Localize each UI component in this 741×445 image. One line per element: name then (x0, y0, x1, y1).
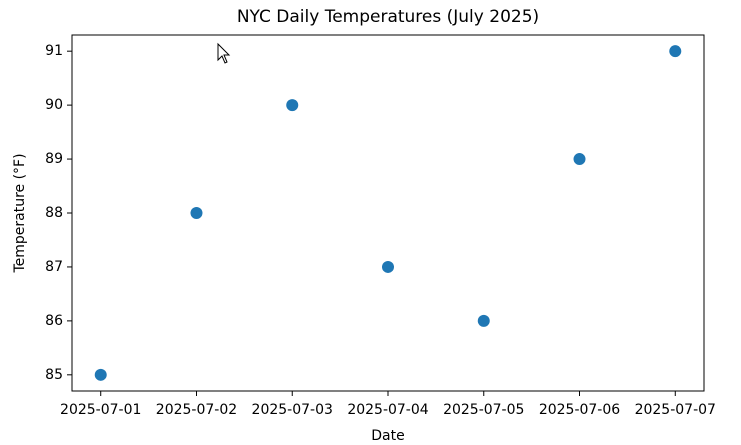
y-tick-label: 89 (45, 151, 63, 167)
scatter-point (477, 314, 490, 327)
y-tick-label: 91 (45, 43, 63, 59)
x-tick-label: 2025-07-07 (635, 402, 716, 418)
y-tick-label: 88 (45, 205, 63, 221)
x-axis-label: Date (371, 428, 404, 444)
x-tick-label: 2025-07-06 (539, 402, 620, 418)
scatter-point (286, 99, 299, 112)
scatter-point (382, 260, 394, 273)
y-tick-label: 90 (45, 97, 63, 113)
x-tick-label: 2025-07-02 (156, 402, 237, 418)
y-tick-label: 86 (45, 313, 63, 329)
x-tick-label: 2025-07-03 (252, 402, 333, 418)
y-tick-label: 85 (45, 367, 63, 383)
x-tick-label: 2025-07-05 (443, 402, 524, 418)
scatter-point (573, 153, 586, 166)
y-axis-label: Temperature (°F) (12, 153, 28, 273)
scatter-point (94, 368, 107, 381)
y-tick-label: 87 (45, 259, 63, 275)
mouse-cursor (217, 42, 231, 64)
scatter-point (190, 207, 203, 219)
x-tick-label: 2025-07-04 (347, 402, 428, 418)
x-tick-label: 2025-07-01 (60, 402, 141, 418)
chart-title: NYC Daily Temperatures (July 2025) (237, 7, 539, 27)
scatter-point (669, 45, 682, 58)
